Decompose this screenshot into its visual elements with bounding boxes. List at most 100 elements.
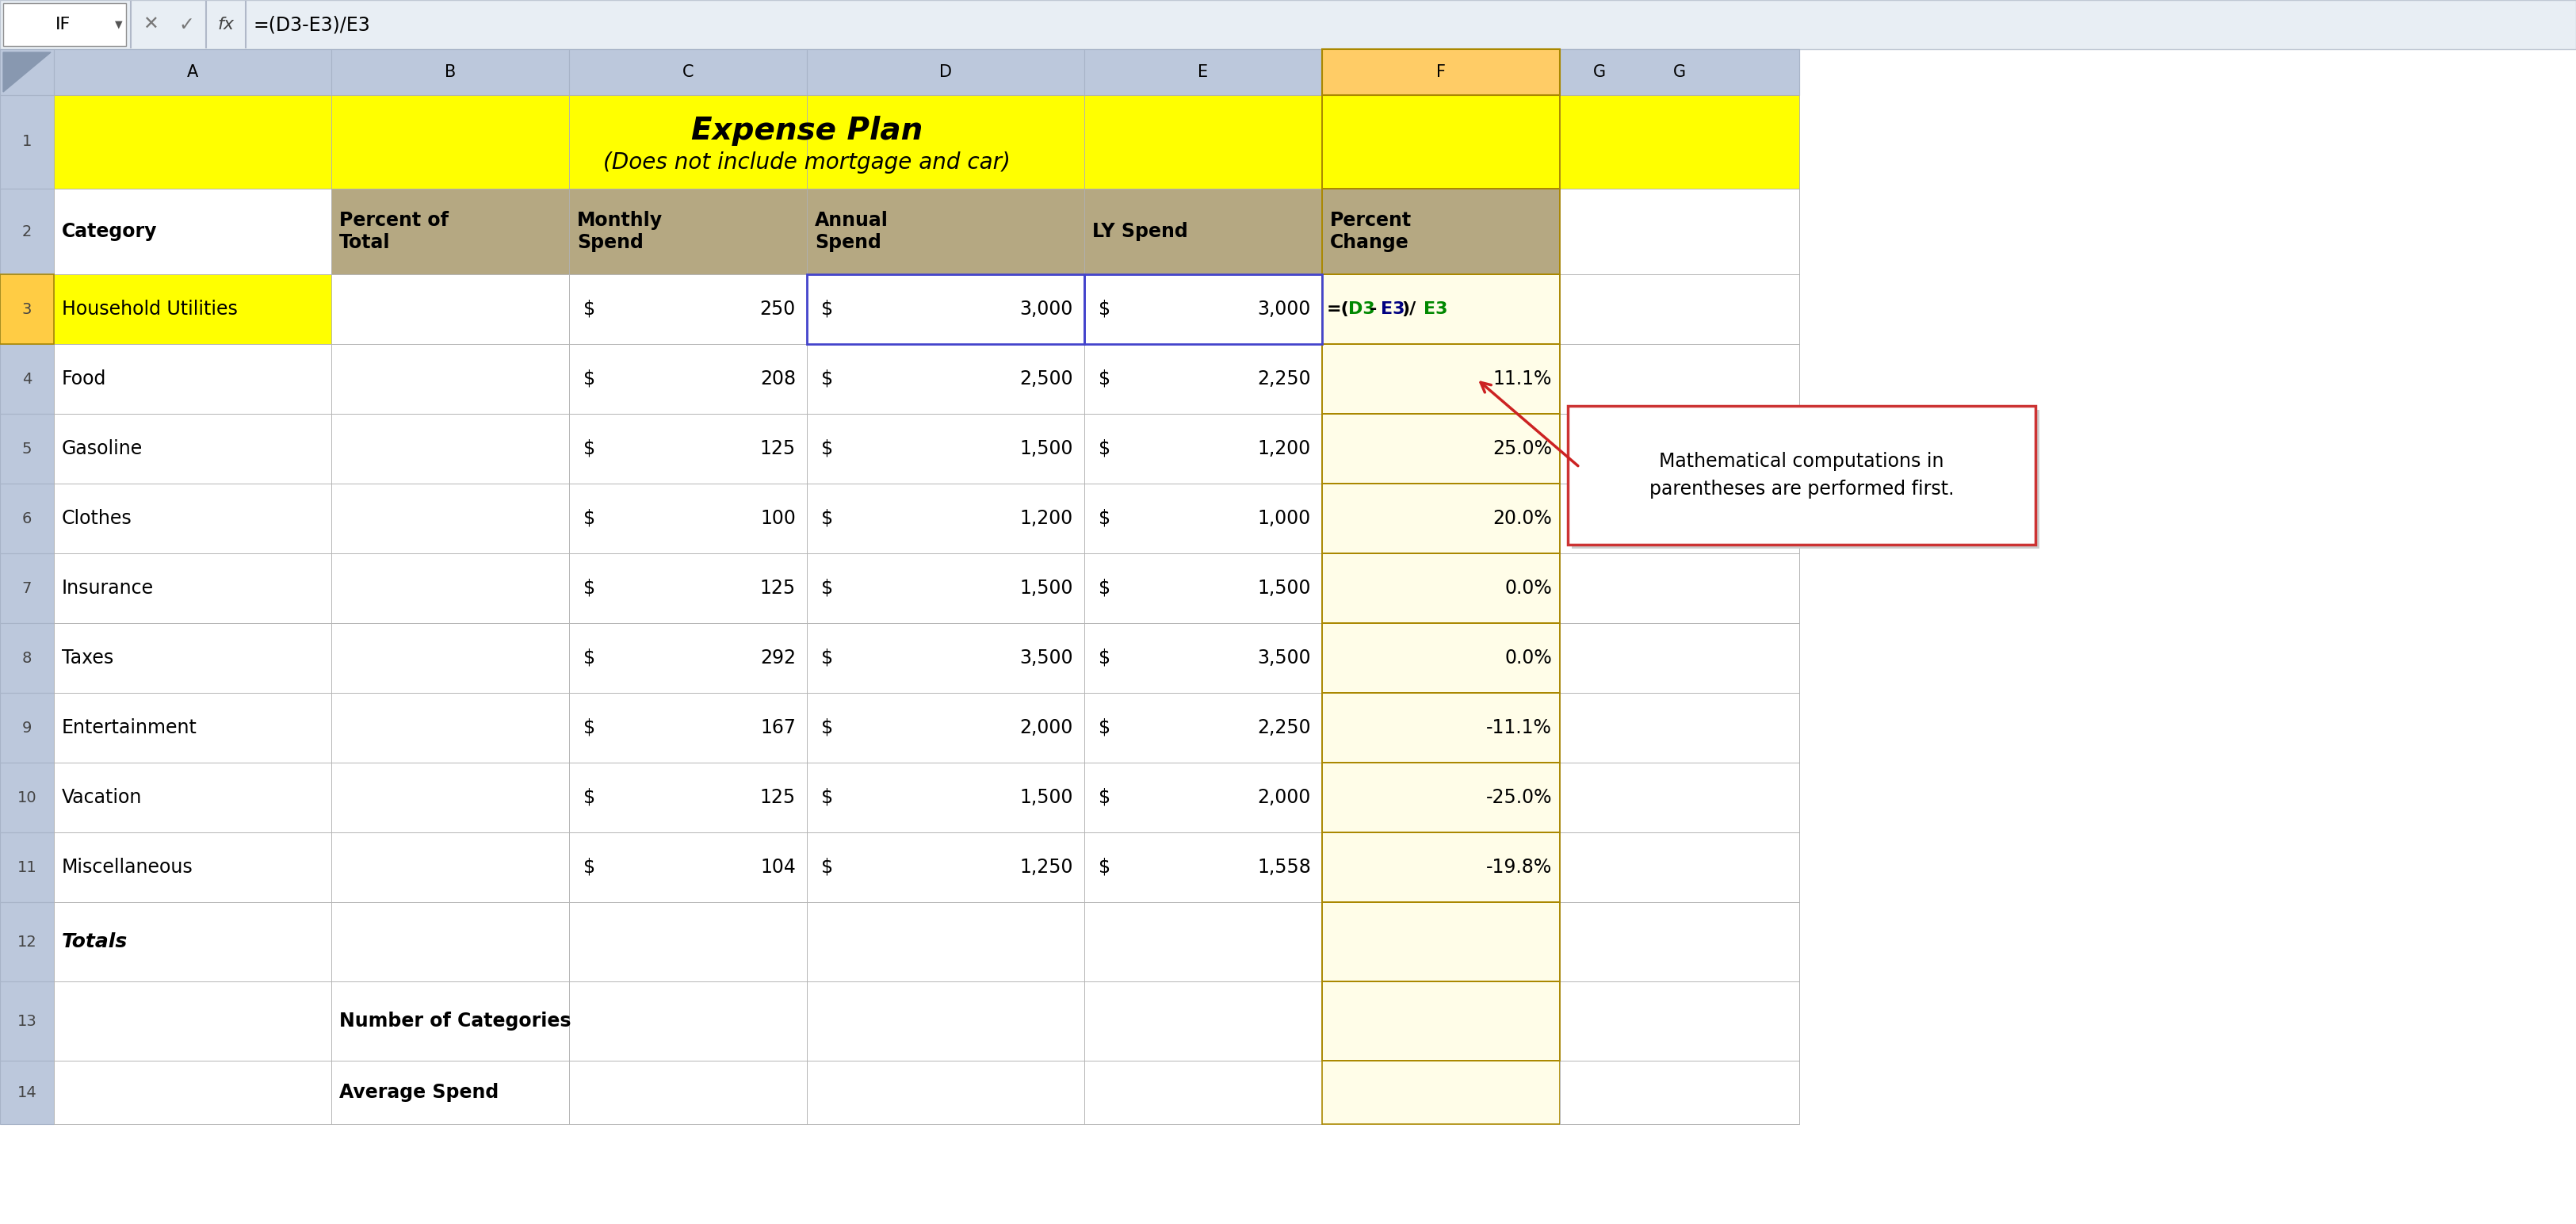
- Bar: [0, 832, 54, 902]
- Bar: [0, 188, 54, 274]
- Bar: [1084, 274, 1321, 344]
- Bar: [569, 982, 806, 1061]
- Text: 8: 8: [23, 650, 31, 666]
- Bar: [1321, 902, 1561, 982]
- Bar: [1561, 553, 1798, 623]
- Text: $: $: [582, 439, 595, 458]
- Bar: [569, 344, 806, 414]
- Text: $: $: [822, 788, 832, 807]
- Bar: [332, 188, 569, 274]
- Bar: [1321, 344, 1561, 414]
- Text: E3: E3: [1422, 301, 1448, 317]
- Text: Entertainment: Entertainment: [62, 718, 198, 737]
- Text: Number of Categories: Number of Categories: [340, 1011, 572, 1031]
- Bar: [1561, 693, 1798, 763]
- Text: 1,500: 1,500: [1020, 788, 1074, 807]
- Text: $: $: [1097, 439, 1110, 458]
- Bar: [806, 483, 1084, 553]
- Bar: [54, 553, 332, 623]
- Bar: [1084, 982, 1321, 1061]
- Bar: [332, 414, 569, 483]
- Bar: [569, 414, 806, 483]
- Bar: [1561, 414, 1798, 483]
- Bar: [806, 274, 1084, 344]
- Bar: [1084, 95, 1321, 188]
- Text: 3,500: 3,500: [1020, 649, 1074, 667]
- Text: $: $: [822, 858, 832, 876]
- Text: LY Spend: LY Spend: [1092, 222, 1188, 241]
- Bar: [0, 0, 2576, 49]
- Text: 2,500: 2,500: [1020, 370, 1074, 388]
- Bar: [806, 274, 1084, 344]
- Bar: [54, 693, 332, 763]
- Text: Percent of
Total: Percent of Total: [340, 211, 448, 252]
- Bar: [1561, 274, 1798, 344]
- Bar: [1321, 693, 1561, 763]
- Text: 0.0%: 0.0%: [1504, 649, 1551, 667]
- Text: $: $: [822, 300, 832, 318]
- Text: $: $: [1097, 858, 1110, 876]
- Bar: [1084, 623, 1321, 693]
- Text: 104: 104: [760, 858, 796, 876]
- Text: Household Utilities: Household Utilities: [62, 300, 237, 318]
- Bar: [0, 902, 54, 982]
- Bar: [1561, 95, 1798, 188]
- Bar: [1561, 274, 1798, 344]
- Text: fx: fx: [216, 17, 234, 33]
- Bar: [54, 414, 332, 483]
- Bar: [1321, 623, 1561, 693]
- Text: $: $: [822, 439, 832, 458]
- Text: F: F: [1437, 64, 1445, 80]
- Text: $: $: [1097, 718, 1110, 737]
- Text: E: E: [1198, 64, 1208, 80]
- Bar: [1561, 344, 1798, 414]
- Text: ✓: ✓: [178, 15, 193, 34]
- Text: 3,000: 3,000: [1257, 300, 1311, 318]
- Text: 1,500: 1,500: [1020, 439, 1074, 458]
- Bar: [0, 1061, 54, 1124]
- Text: $: $: [822, 509, 832, 528]
- Bar: [0, 274, 54, 344]
- Text: 1,500: 1,500: [1257, 579, 1311, 597]
- Bar: [1321, 95, 1561, 188]
- Text: $: $: [1097, 370, 1110, 388]
- Text: 2,250: 2,250: [1257, 718, 1311, 737]
- Text: $: $: [822, 370, 832, 388]
- Bar: [54, 623, 332, 693]
- Text: 2: 2: [23, 224, 31, 239]
- Bar: [332, 1061, 569, 1124]
- Bar: [1561, 832, 1798, 902]
- Text: 2,250: 2,250: [1257, 370, 1311, 388]
- Bar: [1561, 623, 1798, 693]
- Bar: [806, 344, 1084, 414]
- Text: 1: 1: [23, 135, 31, 149]
- Text: Mathematical computations in
parentheses are performed first.: Mathematical computations in parentheses…: [1649, 452, 1955, 499]
- Bar: [806, 49, 1084, 95]
- Bar: [569, 763, 806, 832]
- Text: Average Spend: Average Spend: [340, 1083, 500, 1102]
- Bar: [569, 902, 806, 982]
- Bar: [0, 623, 54, 693]
- Bar: [1321, 982, 1561, 1061]
- Bar: [1321, 832, 1561, 902]
- Text: 1,000: 1,000: [1257, 509, 1311, 528]
- Text: =(: =(: [1327, 301, 1350, 317]
- Text: 125: 125: [760, 579, 796, 597]
- Text: 292: 292: [760, 649, 796, 667]
- Bar: [1561, 188, 1798, 274]
- Text: -19.8%: -19.8%: [1486, 858, 1551, 876]
- Bar: [332, 693, 569, 763]
- Bar: [0, 95, 54, 188]
- Bar: [1321, 693, 1561, 763]
- Bar: [806, 188, 1084, 274]
- Bar: [1084, 274, 1321, 344]
- Bar: [569, 188, 806, 274]
- Text: Vacation: Vacation: [62, 788, 142, 807]
- Bar: [1321, 763, 1561, 832]
- Bar: [806, 832, 1084, 902]
- Bar: [1561, 414, 1798, 483]
- Bar: [1561, 763, 1798, 832]
- Bar: [332, 344, 569, 414]
- Bar: [0, 553, 54, 623]
- Text: 1,200: 1,200: [1257, 439, 1311, 458]
